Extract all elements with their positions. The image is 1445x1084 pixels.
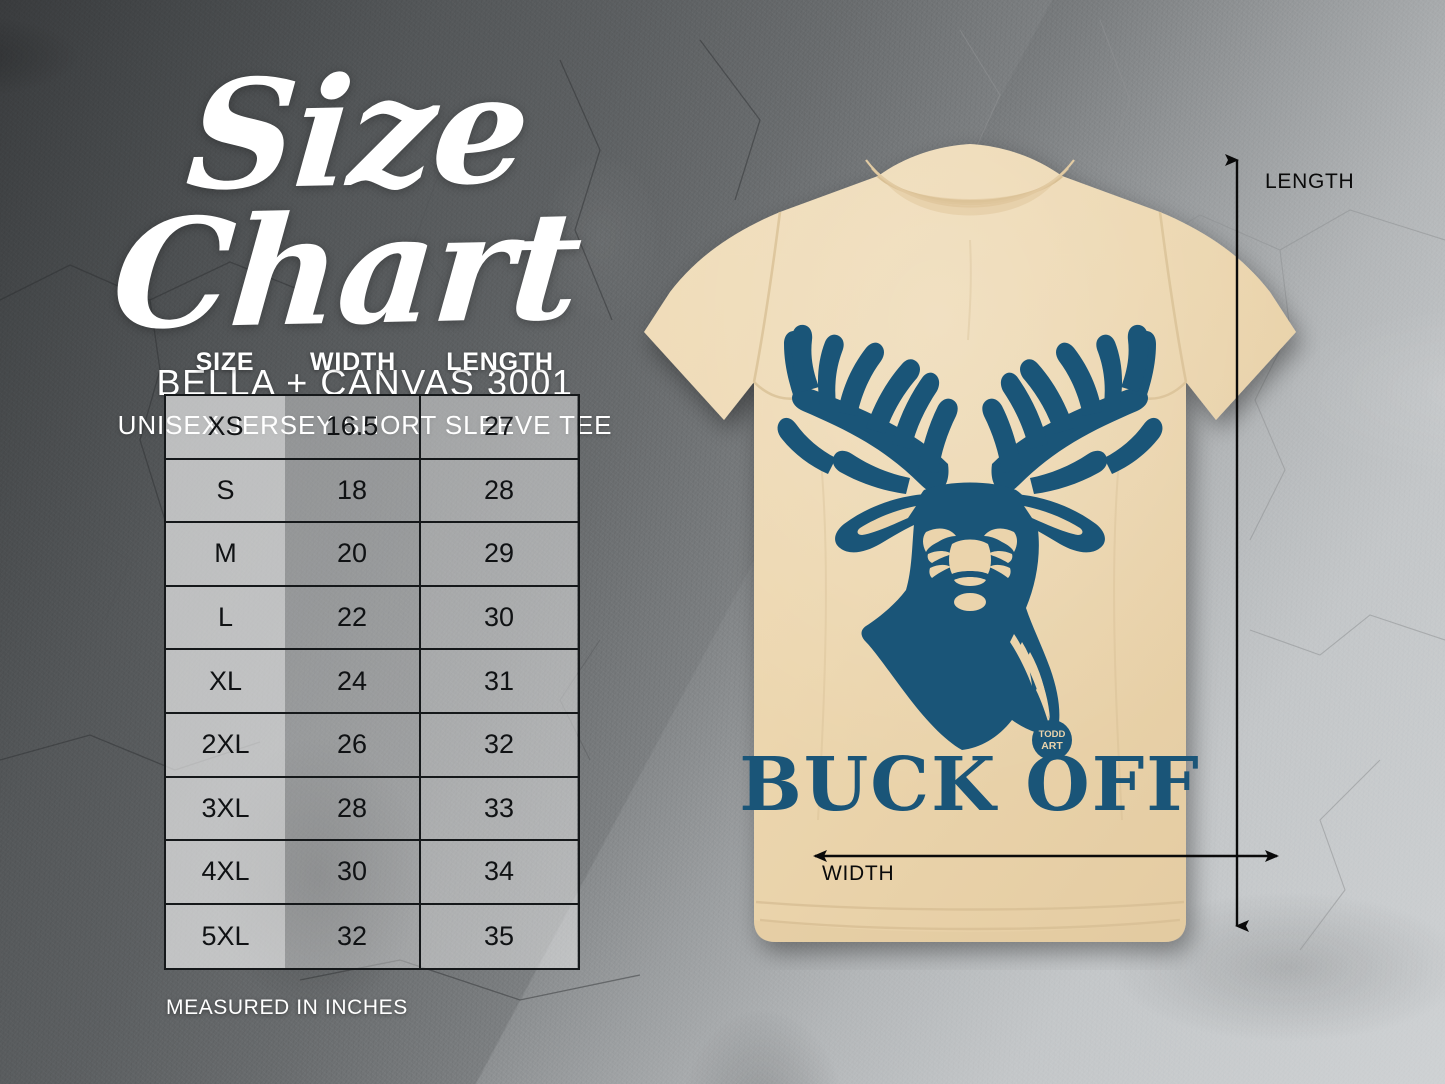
cell-length: 29 — [419, 523, 577, 585]
table-row: S 18 28 — [166, 459, 578, 524]
cell-width: 20 — [285, 523, 419, 585]
cell-length: 28 — [419, 459, 577, 522]
deer-neck-fur — [1010, 634, 1050, 728]
cell-size: M — [166, 523, 285, 585]
shirt-print-design: TODD ART BUCK OFF — [739, 324, 1201, 828]
table-row: 2XL 26 32 — [166, 713, 578, 778]
hem-shade — [754, 920, 1186, 942]
cell-width: 26 — [285, 713, 419, 776]
cell-width: 22 — [285, 586, 419, 649]
cell-size: 4XL — [166, 841, 285, 903]
table-row: XS 16.5 27 — [166, 396, 578, 460]
cell-length: 30 — [419, 586, 577, 649]
deer-head — [861, 482, 1060, 750]
size-chart-table: SIZE WIDTH LENGTH XS 16.5 27 S 18 28 M 2… — [164, 348, 580, 971]
cell-length: 33 — [419, 777, 577, 840]
fabric-folds — [817, 239, 1123, 821]
cell-width: 24 — [285, 650, 419, 712]
collar-shadow — [882, 178, 1058, 216]
column-header-size: SIZE — [195, 348, 255, 376]
column-header-length: LENGTH — [446, 348, 554, 376]
cell-size: S — [166, 459, 285, 522]
cell-size: XS — [166, 396, 285, 458]
todd-art-badge: TODD ART — [1032, 720, 1072, 760]
cell-length: 34 — [419, 841, 577, 903]
cell-length: 35 — [419, 904, 577, 969]
table-header-row: SIZE WIDTH LENGTH — [164, 348, 580, 394]
cell-length: 32 — [419, 713, 577, 776]
cell-width: 28 — [285, 777, 419, 840]
table-row: 3XL 28 33 — [166, 777, 578, 842]
cell-width: 30 — [285, 841, 419, 903]
table-row: XL 24 31 — [166, 650, 578, 714]
badge-line-2: ART — [1041, 740, 1063, 752]
cell-width: 18 — [285, 459, 419, 522]
table-row: 5XL 32 35 — [166, 904, 578, 969]
cell-size: 2XL — [166, 713, 285, 776]
hem — [755, 900, 1185, 931]
cell-size: XL — [166, 650, 285, 712]
page-title: Size Chart — [106, 41, 587, 364]
table-row: L 22 30 — [166, 586, 578, 651]
tshirt-mockup: TODD ART BUCK OFF — [620, 120, 1320, 970]
cell-length: 27 — [419, 396, 577, 458]
table-row: 4XL 30 34 — [166, 841, 578, 905]
table-row: M 20 29 — [166, 523, 578, 587]
cell-size: 5XL — [166, 904, 285, 969]
measurement-unit-note: MEASURED IN INCHES — [166, 996, 408, 1019]
deer-antlers — [777, 324, 1163, 494]
cell-length: 31 — [419, 650, 577, 712]
deer-face-details — [857, 506, 1083, 611]
slogan-text: BUCK OFF — [739, 742, 1201, 828]
cell-width: 16.5 — [285, 396, 419, 458]
column-header-width: WIDTH — [310, 348, 396, 376]
cell-width: 32 — [285, 904, 419, 969]
badge-line-1: TODD — [1039, 729, 1066, 740]
table-body: XS 16.5 27 S 18 28 M 20 29 L 22 30 XL 24… — [164, 394, 580, 971]
cell-size: L — [166, 586, 285, 649]
cell-size: 3XL — [166, 777, 285, 840]
